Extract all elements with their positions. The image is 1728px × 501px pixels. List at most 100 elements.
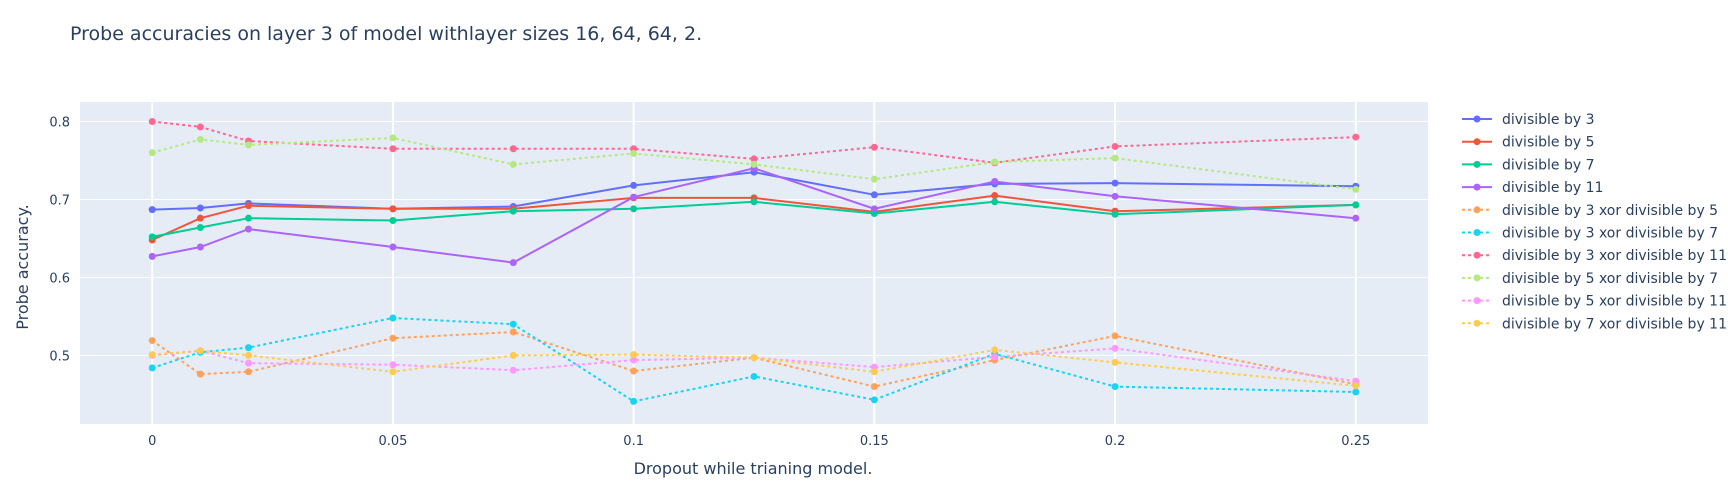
data-point: [196, 224, 204, 232]
data-point: [509, 328, 517, 336]
y-tick-label: 0.6: [49, 271, 70, 286]
legend-label: divisible by 5 xor divisible by 7: [1502, 271, 1718, 287]
x-tick-label: 0.15: [860, 434, 889, 449]
data-point: [630, 367, 638, 375]
data-point: [1352, 214, 1360, 222]
data-point: [196, 214, 204, 222]
data-point: [509, 320, 517, 328]
data-point: [196, 347, 204, 355]
data-point: [509, 207, 517, 215]
data-point: [1352, 388, 1360, 396]
data-point: [245, 202, 252, 210]
legend-item[interactable]: divisible by 3: [1462, 112, 1595, 128]
legend-item[interactable]: divisible by 7 xor divisible by 11: [1462, 316, 1727, 332]
legend-marker: [1473, 319, 1481, 327]
legend-label: divisible by 3 xor divisible by 7: [1502, 226, 1718, 242]
series-divisible-by-7-xor-divisible-by-11: [148, 346, 1360, 390]
data-point: [870, 368, 878, 376]
data-point: [509, 366, 517, 374]
series-line-divisible-by-7-xor-divisible-by-11: [152, 348, 1356, 387]
legend-item[interactable]: divisible by 5 xor divisible by 11: [1462, 294, 1727, 310]
data-point: [196, 243, 204, 251]
data-point: [1111, 344, 1119, 352]
legend-marker: [1473, 274, 1481, 282]
legend-marker: [1473, 229, 1481, 236]
data-point: [509, 145, 517, 153]
data-point: [389, 145, 397, 153]
data-point: [148, 337, 156, 345]
legend-marker: [1473, 138, 1481, 146]
legend-item[interactable]: divisible by 3 xor divisible by 5: [1462, 203, 1718, 219]
legend-marker: [1473, 251, 1481, 259]
legend-item[interactable]: divisible by 5: [1462, 135, 1595, 151]
legend-marker: [1473, 206, 1481, 214]
data-point: [991, 158, 999, 166]
legend-marker: [1473, 183, 1481, 191]
chart-title: Probe accuracies on layer 3 of model wit…: [70, 23, 702, 45]
series-line-divisible-by-3-xor-divisible-by-7: [151, 316, 1356, 403]
data-point: [389, 243, 397, 251]
data-point: [389, 134, 397, 142]
data-point: [630, 356, 638, 364]
data-point: [245, 225, 252, 233]
legend-item[interactable]: divisible by 11: [1462, 180, 1603, 196]
y-tick-label: 0.5: [49, 349, 70, 364]
x-tick-label: 0.25: [1341, 434, 1370, 449]
legend-item[interactable]: divisible by 7: [1462, 157, 1595, 173]
legend-item[interactable]: divisible by 5 xor divisible by 7: [1462, 271, 1718, 287]
data-point: [389, 205, 397, 213]
data-point: [1111, 192, 1119, 200]
data-point: [148, 117, 156, 125]
series-divisible-by-11: [148, 164, 1360, 267]
data-point: [1352, 382, 1360, 390]
data-point: [1352, 185, 1360, 193]
data-point: [630, 351, 638, 359]
data-point: [870, 205, 878, 213]
data-point: [245, 344, 252, 352]
data-point: [148, 364, 156, 372]
legend-label: divisible by 5 xor divisible by 11: [1502, 294, 1727, 310]
legend-label: divisible by 5: [1502, 135, 1595, 151]
x-axis-ticks: 0 0.05 0.1 0.15 0.2 0.25: [148, 434, 1370, 449]
data-point: [991, 178, 999, 186]
data-point: [1111, 154, 1119, 162]
data-point: [389, 217, 397, 225]
legend-item[interactable]: divisible by 3 xor divisible by 11: [1462, 248, 1727, 264]
legend-label: divisible by 7: [1502, 157, 1595, 173]
data-point: [1111, 358, 1119, 366]
data-point: [750, 372, 758, 380]
data-point: [389, 334, 397, 342]
legend[interactable]: divisible by 3 divisible by 5 divisible by…: [1462, 112, 1727, 332]
data-point: [870, 143, 878, 151]
data-point: [991, 353, 999, 361]
data-point: [750, 155, 758, 163]
data-point: [148, 233, 156, 241]
x-axis-title: Dropout while trianing model.: [634, 459, 873, 478]
data-point: [630, 397, 638, 405]
data-point: [991, 192, 999, 200]
data-point: [509, 160, 517, 168]
data-point: [245, 351, 252, 359]
data-point: [630, 205, 638, 213]
data-point: [1111, 179, 1119, 187]
legend-marker: [1473, 297, 1481, 305]
data-point: [1352, 133, 1360, 141]
data-point: [630, 149, 638, 157]
data-point: [196, 204, 204, 212]
data-point: [1111, 332, 1119, 340]
data-point: [991, 198, 999, 206]
data-point: [389, 361, 397, 369]
data-point: [196, 135, 204, 143]
data-point: [750, 198, 758, 206]
legend-item[interactable]: divisible by 3 xor divisible by 7: [1462, 226, 1718, 242]
legend-label: divisible by 3 xor divisible by 5: [1502, 203, 1718, 219]
legend-marker: [1473, 115, 1481, 123]
x-tick-label: 0.1: [623, 434, 644, 449]
x-tick-label: 0: [148, 434, 156, 449]
legend-label: divisible by 7 xor divisible by 11: [1502, 316, 1727, 332]
y-tick-label: 0.7: [49, 193, 70, 208]
data-point: [750, 354, 758, 362]
data-point: [245, 368, 252, 376]
data-point: [389, 368, 397, 376]
data-point: [148, 206, 156, 214]
